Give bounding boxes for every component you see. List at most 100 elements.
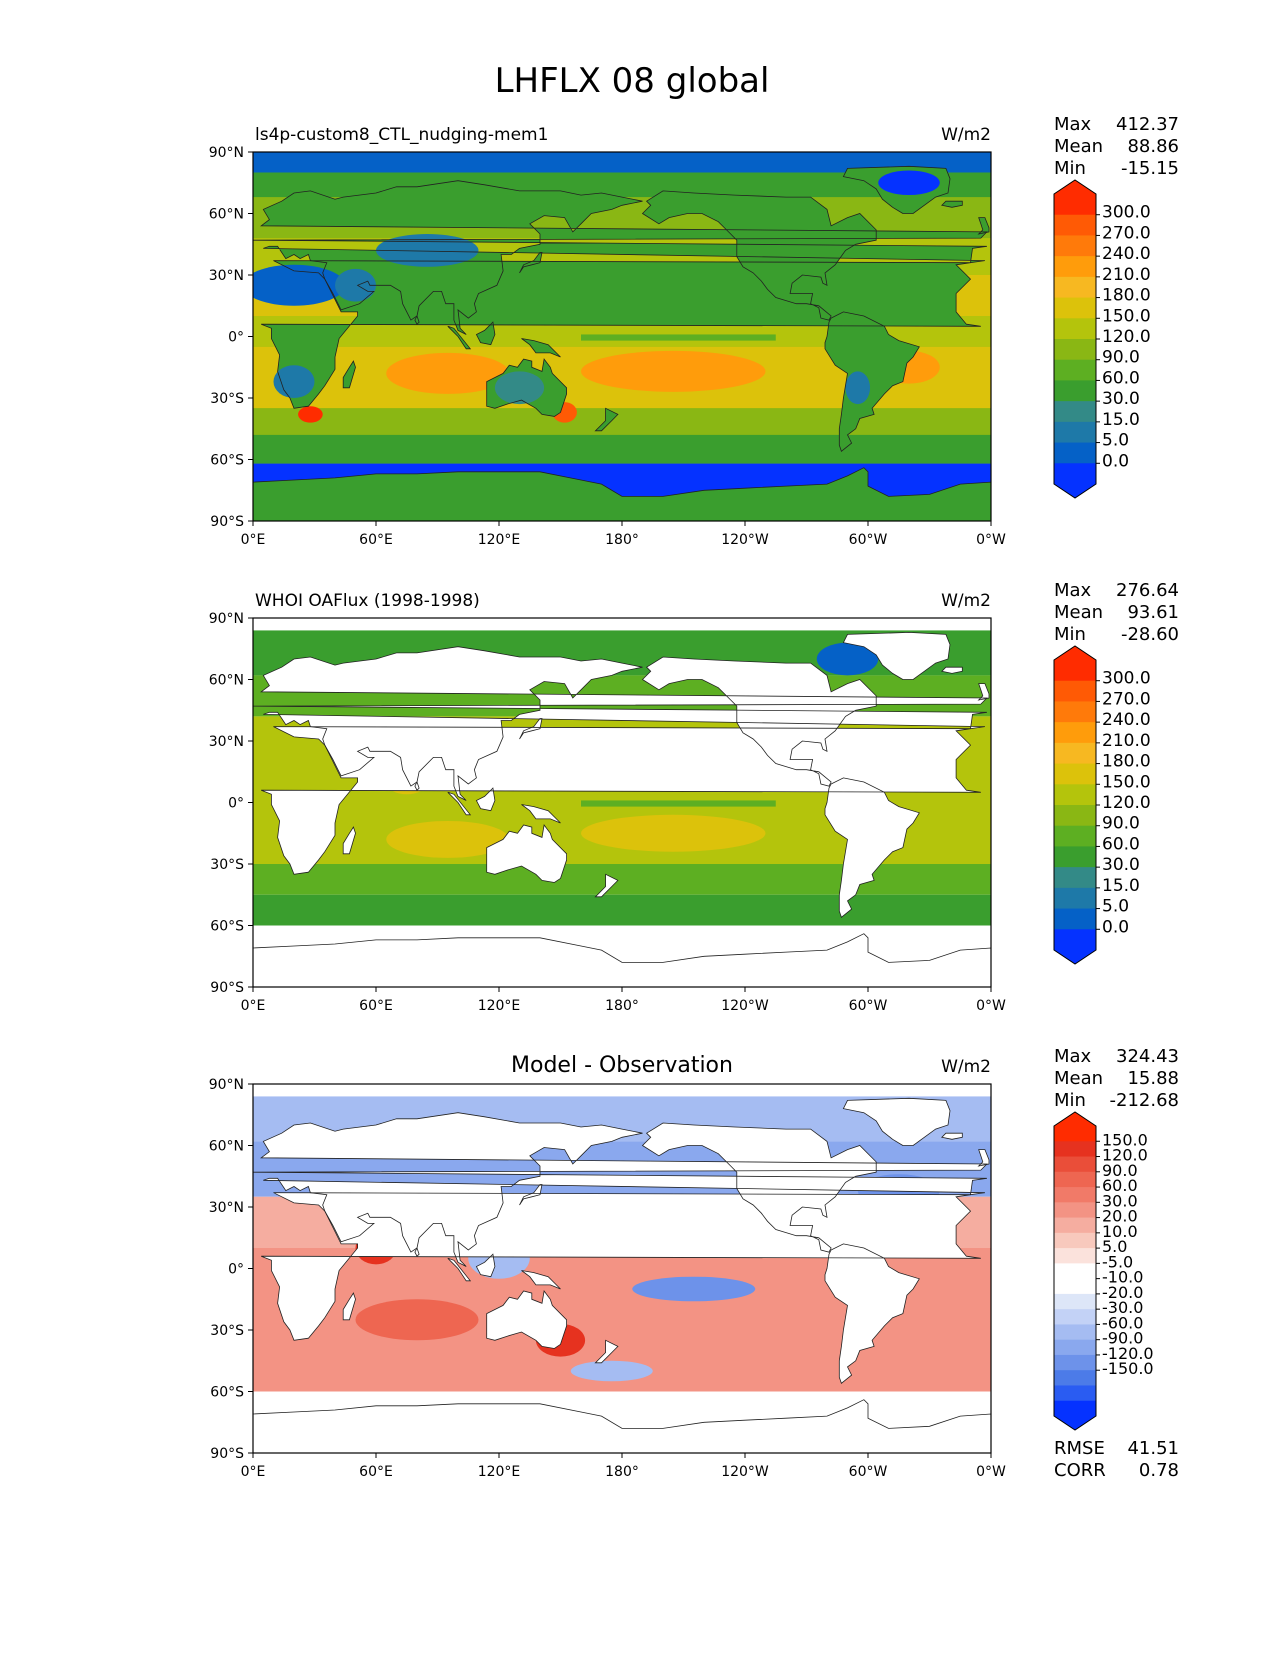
land-madagascar-mask [343,1293,356,1320]
land-south-america-mask [825,777,920,918]
colorbar-segment [1054,784,1096,806]
stat-value-max: 276.64 [1116,580,1179,601]
colorbar-segment [1054,825,1096,847]
land-madagascar-coast [342,360,356,389]
colorbar-level-label: 20.0 [1102,1207,1138,1226]
colorbar-extend-max [1054,180,1096,194]
land-sri-lanka-coast [414,780,420,791]
land-south-america-mask [825,1243,920,1384]
land-greenland-mask [843,632,950,680]
field-band-arctic [253,152,991,173]
colorbar-level-label: 270.0 [1102,689,1151,709]
field-negative-south-pacific [632,1276,756,1302]
colorbar-segment [1054,276,1096,299]
land-new-guinea-field [521,338,561,357]
land-madagascar-field [343,361,356,388]
lat-tick-label: 90°S [210,980,244,996]
colorbar: 300.0270.0240.0210.0180.0150.0120.090.06… [1053,645,1151,965]
panel-units: W/m2 [941,125,991,145]
stat-value-min: -28.60 [1121,624,1179,645]
land-south-america-coast [824,311,920,452]
land-new-guinea-mask [521,1270,561,1289]
land-iceland-coast [940,200,963,208]
field-no-data-arctic [253,1084,991,1097]
colorbar-level-label: 300.0 [1102,669,1151,689]
land-north-america-coast [641,190,877,321]
lon-tick-label: 120°W [721,532,769,548]
land-sumatra-coast [447,791,472,816]
colorbar-segment [1054,256,1096,278]
colorbar-level-label: 210.0 [1102,731,1151,751]
colorbar-segment [1054,214,1096,236]
land-borneo-coast [475,787,496,812]
land-antarctica-coast [253,933,991,987]
colorbar-segment [1054,359,1096,381]
lon-tick-label: 60°E [359,532,393,548]
lat-tick-label: 90°N [209,611,244,627]
coastlines [253,165,991,521]
field-no-data-antarctic [253,1391,991,1453]
colorbar-segment [1054,1126,1096,1142]
colorbar-segment [1054,421,1096,444]
lon-tick-label: 0°W [976,532,1006,548]
stat-label-max: Max [1054,114,1092,135]
land-australia-mask [486,1291,567,1349]
land-new-guinea-mask [521,804,561,823]
land-south-america-coast [824,1243,920,1384]
colorbar-segment [1054,1385,1096,1402]
colorbar-segment [1054,401,1096,423]
lat-tick-label: 90°S [210,514,244,530]
field-andes [845,371,871,405]
lon-tick-label: 60°W [849,998,888,1014]
land-australia-coast [486,824,567,883]
colorbar-level-label: -90.0 [1102,1329,1143,1348]
land-new-zealand-coast [594,407,619,432]
stat-label-min: Min [1054,158,1086,179]
colorbar-segment [1054,929,1096,951]
field-no-data-south [253,925,991,940]
colorbar-level-label: 60.0 [1102,834,1140,854]
colorbar-level-label: 10.0 [1102,1222,1138,1241]
colorbar-segment [1054,887,1096,910]
colorbar-segment [1054,1232,1096,1249]
colorbar-segment [1054,1171,1096,1188]
stat-value-max: 412.37 [1116,114,1179,135]
land-north-america-coast [641,1122,877,1253]
land-africa-coast [261,1192,981,1341]
colorbar-extend-min [1054,484,1096,498]
field-no-data-antarctic [253,939,991,987]
lat-tick-label: 60°N [209,1139,244,1155]
land-sumatra-coast [447,325,472,350]
colorbar-segment [1054,1339,1096,1356]
land-sri-lanka-coast [414,314,420,325]
land-sumatra-coast [447,1257,472,1282]
land-madagascar-mask [343,827,356,854]
colorbar-segment [1054,194,1096,216]
land-north-america-field [642,190,877,321]
colorbar-segment [1054,1370,1096,1386]
land-new-guinea-coast [521,1270,561,1290]
colorbar-level-label: 120.0 [1102,793,1151,813]
field-greenland-ice [878,170,940,196]
colorbar-segment [1054,680,1096,702]
stat-label-mean: Mean [1054,602,1103,623]
field-arabia [335,268,376,302]
land-africa-coast [261,260,981,409]
colorbar-level-label: 150.0 [1102,772,1151,792]
colorbar-segment [1054,235,1096,257]
colorbar-level-label: 0.0 [1102,451,1129,471]
land-antarctica-coast [253,1399,991,1453]
footer-value-rmse: 41.51 [1127,1438,1179,1459]
land-uk-coast [977,217,990,235]
colorbar-segment [1054,846,1096,868]
colorbar-segment [1054,908,1096,930]
land-new-guinea-coast [521,338,561,358]
colorbar-segment [1054,1309,1096,1325]
colorbar-level-label: 60.0 [1102,1176,1138,1195]
field-band-south-mid [253,408,991,435]
field-band-southern-ocean [253,894,991,926]
colorbar-segment [1054,297,1096,319]
lon-tick-label: 120°E [478,532,521,548]
lon-tick-label: 60°W [849,532,888,548]
land-borneo-mask [476,788,495,811]
